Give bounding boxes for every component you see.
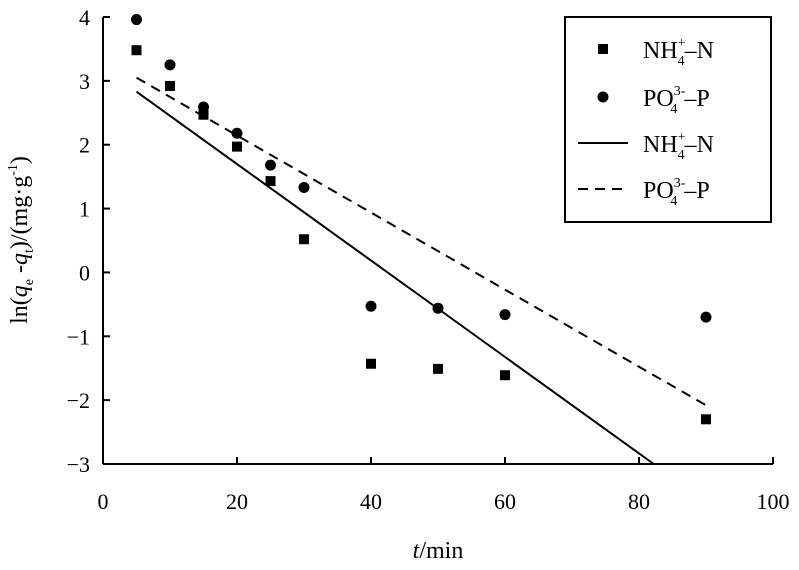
legend-square-marker	[598, 44, 608, 54]
y-axis-title: ln(qe -qt)/(mg·g-1)	[6, 156, 37, 324]
y-tick-label: 1	[79, 197, 90, 222]
data-point-square	[265, 176, 276, 187]
data-point-circle	[198, 101, 209, 113]
x-tick-label: 60	[494, 489, 516, 514]
data-point-square	[232, 141, 242, 152]
plot-area	[102, 17, 773, 465]
data-point-square	[433, 363, 443, 374]
legend-label: NH+ 4–N	[643, 130, 714, 163]
data-point-square	[299, 234, 309, 245]
data-point-circle	[499, 309, 511, 321]
x-tick-label: 40	[360, 489, 382, 514]
y-tick-label: −1	[67, 324, 90, 349]
x-tick-label: 80	[628, 489, 650, 514]
data-point-square	[366, 358, 376, 369]
data-point-square	[198, 109, 209, 120]
y-tick-label: −2	[67, 388, 90, 413]
data-points	[131, 14, 712, 425]
y-tick-label: 4	[79, 5, 90, 30]
fit-lines	[135, 76, 707, 465]
legend-label: NH+ 4–N	[643, 36, 714, 69]
x-axis-title: t/min	[413, 538, 464, 564]
data-point-square	[131, 45, 142, 56]
y-ticks: 4 3 2 1 0 −1 −2 −3	[67, 5, 110, 477]
x-ticks: 0 20 40 60 80 100	[98, 457, 790, 514]
data-point-circle	[231, 127, 243, 139]
legend: NH+ 4–N PO3-4 –P NH+ 4–N PO3-4 –P	[564, 16, 772, 223]
data-point-circle	[365, 300, 377, 312]
data-point-square	[500, 370, 510, 381]
data-point-circle	[700, 311, 712, 323]
x-tick-label: 0	[98, 489, 109, 514]
legend-circle-marker	[597, 91, 609, 103]
fit-line-solid	[135, 90, 655, 465]
data-point-square	[701, 414, 711, 425]
data-point-circle	[432, 302, 444, 314]
y-tick-label: −3	[67, 452, 90, 477]
data-point-circle	[131, 14, 142, 26]
data-point-circle	[164, 59, 176, 71]
y-tick-label: 0	[79, 260, 90, 285]
data-point-circle	[298, 181, 310, 193]
data-point-square	[165, 80, 175, 91]
legend-label: PO3-4 –P	[643, 84, 710, 117]
legend-label: PO3-4 –P	[643, 176, 710, 209]
x-tick-label: 100	[757, 489, 790, 514]
x-tick-label: 20	[226, 489, 248, 514]
data-point-circle	[265, 159, 276, 171]
fit-line-dashed	[136, 76, 707, 407]
y-tick-label: 3	[79, 69, 90, 94]
y-tick-label: 2	[79, 133, 90, 158]
